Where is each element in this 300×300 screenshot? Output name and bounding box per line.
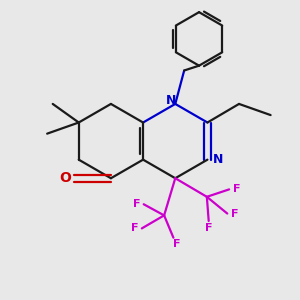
Text: F: F — [130, 224, 138, 233]
Text: N: N — [213, 153, 223, 166]
Text: F: F — [233, 184, 240, 194]
Text: N: N — [166, 94, 176, 107]
Text: F: F — [133, 199, 140, 209]
Text: O: O — [59, 171, 71, 185]
Text: F: F — [231, 208, 238, 218]
Text: F: F — [172, 238, 180, 249]
Text: F: F — [205, 224, 212, 233]
